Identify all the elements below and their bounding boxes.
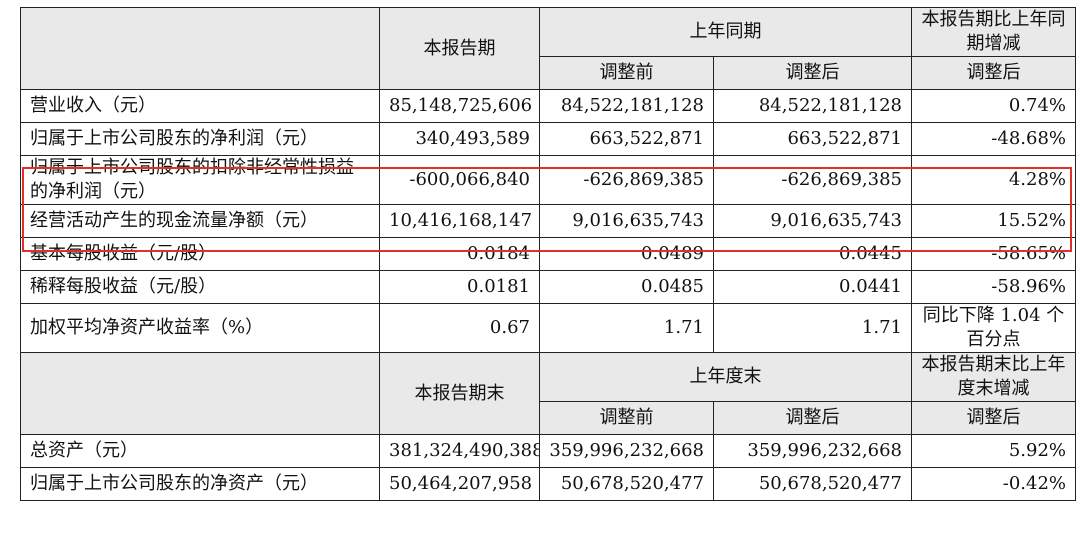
header-blank — [20, 7, 380, 90]
table-row: 加权平均净资产收益率（%） 0.67 1.71 1.71 同比下降 1.04 个… — [20, 303, 1076, 353]
cell-change: 5.92% — [911, 434, 1076, 468]
cell-after: 9,016,635,743 — [713, 204, 912, 238]
header-change-after: 调整后 — [911, 401, 1076, 435]
row-label: 稀释每股收益（元/股） — [20, 270, 380, 304]
cell-current: -600,066,840 — [379, 155, 540, 205]
cell-after: 0.0441 — [713, 270, 912, 304]
cell-change: -48.68% — [911, 122, 1076, 156]
cell-after: 663,522,871 — [713, 122, 912, 156]
cell-before: 9,016,635,743 — [539, 204, 714, 238]
cell-before: 359,996,232,668 — [539, 434, 714, 468]
row-label: 加权平均净资产收益率（%） — [20, 303, 380, 353]
cell-current: 0.67 — [379, 303, 540, 353]
cell-before: 0.0485 — [539, 270, 714, 304]
header-after-adjustment: 调整后 — [713, 401, 912, 435]
header-before-adjustment: 调整前 — [539, 56, 714, 90]
table-row: 经营活动产生的现金流量净额（元） 10,416,168,147 9,016,63… — [20, 204, 1076, 238]
table-row: 归属于上市公司股东的扣除非经常性损益的净利润（元） -600,066,840 -… — [20, 155, 1076, 205]
financial-summary-table: 本报告期 上年同期 本报告期比上年同期增减 调整前 调整后 调整后 营业收入（元… — [20, 7, 1076, 501]
header-period-end: 本报告期末 — [379, 352, 540, 435]
cell-before: 663,522,871 — [539, 122, 714, 156]
cell-current: 50,464,207,958 — [379, 467, 540, 501]
row-label: 营业收入（元） — [20, 89, 380, 123]
cell-change: -58.96% — [911, 270, 1076, 304]
table-row: 总资产（元） 381,324,490,388 359,996,232,668 3… — [20, 434, 1076, 468]
cell-after: 0.0445 — [713, 237, 912, 271]
cell-change: -0.42% — [911, 467, 1076, 501]
cell-change: 同比下降 1.04 个百分点 — [911, 303, 1076, 353]
header-current-period: 本报告期 — [379, 7, 540, 90]
cell-current: 10,416,168,147 — [379, 204, 540, 238]
header-prior-year-end: 上年度末 — [539, 352, 912, 402]
table-row: 归属于上市公司股东的净资产（元） 50,464,207,958 50,678,5… — [20, 467, 1076, 501]
cell-after: 84,522,181,128 — [713, 89, 912, 123]
cell-before: -626,869,385 — [539, 155, 714, 205]
cell-change: -58.65% — [911, 237, 1076, 271]
cell-current: 381,324,490,388 — [379, 434, 540, 468]
cell-current: 340,493,589 — [379, 122, 540, 156]
header-blank — [20, 352, 380, 435]
table-row: 基本每股收益（元/股） 0.0184 0.0489 0.0445 -58.65% — [20, 237, 1076, 271]
cell-change: 0.74% — [911, 89, 1076, 123]
cell-after: -626,869,385 — [713, 155, 912, 205]
header-change-year-end: 本报告期末比上年度末增减 — [911, 352, 1076, 402]
cell-before: 1.71 — [539, 303, 714, 353]
row-label: 归属于上市公司股东的扣除非经常性损益的净利润（元） — [20, 155, 380, 205]
table-row: 营业收入（元） 85,148,725,606 84,522,181,128 84… — [20, 89, 1076, 123]
row-label: 归属于上市公司股东的净利润（元） — [20, 122, 380, 156]
row-label: 总资产（元） — [20, 434, 380, 468]
header-change: 本报告期比上年同期增减 — [911, 7, 1076, 57]
cell-after: 359,996,232,668 — [713, 434, 912, 468]
cell-before: 84,522,181,128 — [539, 89, 714, 123]
cell-before: 0.0489 — [539, 237, 714, 271]
header-prior-period: 上年同期 — [539, 7, 912, 57]
cell-after: 50,678,520,477 — [713, 467, 912, 501]
table-row: 稀释每股收益（元/股） 0.0181 0.0485 0.0441 -58.96% — [20, 270, 1076, 304]
cell-current: 85,148,725,606 — [379, 89, 540, 123]
cell-current: 0.0184 — [379, 237, 540, 271]
cell-current: 0.0181 — [379, 270, 540, 304]
row-label: 经营活动产生的现金流量净额（元） — [20, 204, 380, 238]
cell-before: 50,678,520,477 — [539, 467, 714, 501]
header-before-adjustment: 调整前 — [539, 401, 714, 435]
cell-change: 4.28% — [911, 155, 1076, 205]
header-after-adjustment: 调整后 — [713, 56, 912, 90]
row-label: 基本每股收益（元/股） — [20, 237, 380, 271]
cell-after: 1.71 — [713, 303, 912, 353]
cell-change: 15.52% — [911, 204, 1076, 238]
header-change-after: 调整后 — [911, 56, 1076, 90]
row-label: 归属于上市公司股东的净资产（元） — [20, 467, 380, 501]
table-row: 归属于上市公司股东的净利润（元） 340,493,589 663,522,871… — [20, 122, 1076, 156]
